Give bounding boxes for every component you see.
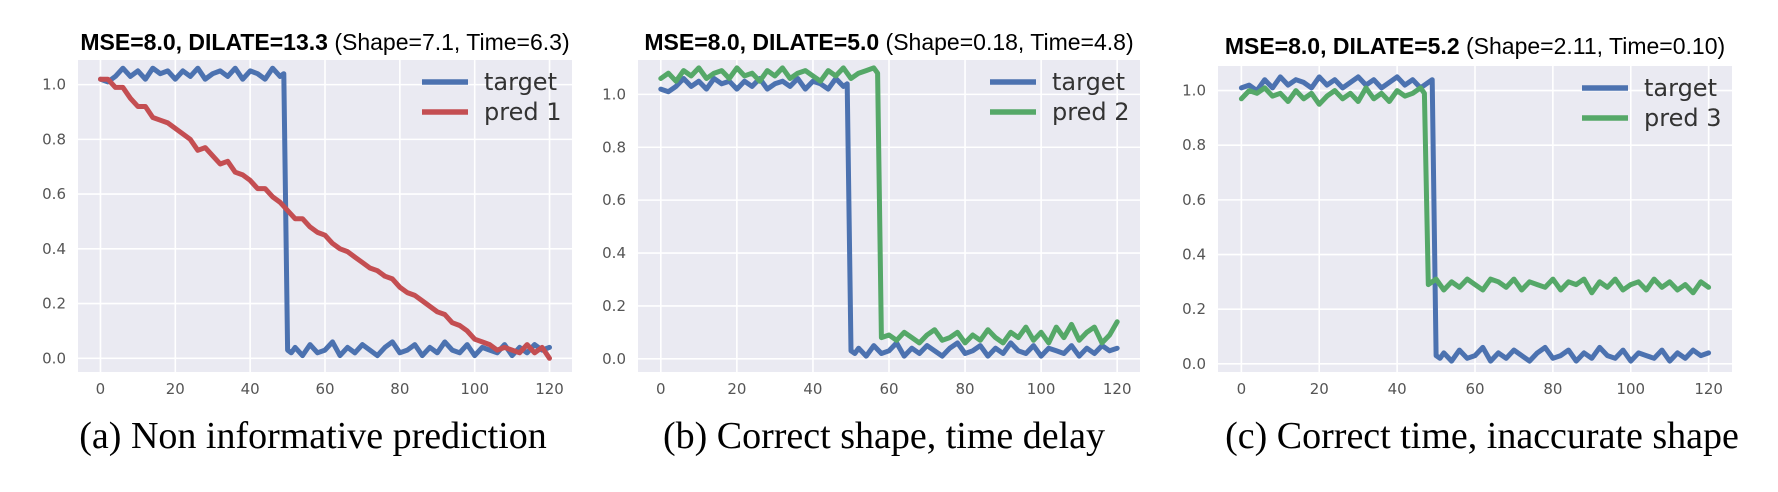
x-tick-label: 120 (1103, 380, 1132, 398)
series-line-pred-3 (1238, 85, 1712, 296)
y-tick-label: 0.2 (42, 295, 66, 313)
legend-label: target (1052, 68, 1125, 96)
x-tick-label: 20 (166, 380, 185, 398)
x-tick-label: 80 (1543, 380, 1562, 398)
y-tick-label: 0.0 (42, 349, 66, 367)
x-tick-label: 80 (956, 380, 975, 398)
title-breakdown: (Shape=7.1, Time=6.3) (328, 29, 570, 55)
x-tick-label: 100 (460, 380, 489, 398)
gridlines (78, 60, 572, 372)
x-tick-label: 100 (1027, 380, 1056, 398)
x-tick-label: 100 (1616, 380, 1645, 398)
x-tick-label: 120 (535, 380, 564, 398)
y-tick-label: 0.8 (602, 138, 626, 156)
x-tick-label: 40 (241, 380, 260, 398)
title-metrics: MSE=8.0, DILATE=5.2 (1225, 33, 1460, 59)
x-tick-label: 120 (1694, 380, 1723, 398)
y-tick-label: 0.0 (1182, 355, 1206, 373)
series-line-target (1238, 74, 1712, 364)
title-breakdown: (Shape=2.11, Time=0.10) (1460, 33, 1726, 59)
x-tick-label: 20 (1310, 380, 1329, 398)
y-tick-label: 0.4 (42, 240, 66, 258)
x-tick-label: 40 (1388, 380, 1407, 398)
chart-title: MSE=8.0, DILATE=13.3 (Shape=7.1, Time=6.… (80, 29, 569, 55)
y-tick-label: 0.6 (42, 185, 66, 203)
gridlines (638, 60, 1140, 372)
x-tick-label: 40 (803, 380, 822, 398)
legend-label: pred 2 (1052, 98, 1129, 126)
series-line-pred-1 (98, 76, 552, 361)
y-tick-label: 0.4 (1182, 246, 1206, 264)
legend-label: pred 3 (1644, 104, 1721, 132)
y-tick-label: 1.0 (42, 76, 66, 94)
chart-title: MSE=8.0, DILATE=5.2 (Shape=2.11, Time=0.… (1225, 33, 1725, 59)
chart-caption: (b) Correct shape, time delay (663, 415, 1105, 457)
y-tick-label: 1.0 (1182, 82, 1206, 100)
y-tick-label: 0.6 (602, 191, 626, 209)
chart-title: MSE=8.0, DILATE=5.0 (Shape=0.18, Time=4.… (644, 29, 1133, 55)
x-tick-label: 20 (727, 380, 746, 398)
series-line-target (658, 76, 1120, 359)
legend-label: target (1644, 74, 1717, 102)
y-tick-label: 0.4 (602, 244, 626, 262)
x-tick-label: 0 (656, 380, 666, 398)
x-tick-label: 60 (315, 380, 334, 398)
y-tick-label: 0.2 (1182, 300, 1206, 318)
chart-a: 0 20 40 60 80 100 120 0.0 0.2 0.4 0.6 0.8 1.0 targetp… (42, 29, 572, 457)
chart-c: 0 20 40 60 80 100 120 0.0 0.2 0.4 0.6 0.8 1.0 targetp… (1182, 33, 1739, 457)
series-line-pred-2 (658, 65, 1120, 346)
x-tick-label: 80 (390, 380, 409, 398)
y-tick-label: 0.2 (602, 297, 626, 315)
x-tick-label: 0 (96, 380, 106, 398)
chart-caption: (c) Correct time, inaccurate shape (1225, 415, 1739, 457)
y-tick-label: 0.8 (42, 130, 66, 148)
x-tick-label: 60 (1465, 380, 1484, 398)
chart-caption: (a) Non informative prediction (79, 415, 546, 457)
chart-b: 0 20 40 60 80 100 120 0.0 0.2 0.4 0.6 0.8 1.0 targetp… (602, 29, 1140, 457)
series-line-target (98, 65, 552, 359)
y-tick-label: 1.0 (602, 85, 626, 103)
y-tick-label: 0.0 (602, 350, 626, 368)
title-metrics: MSE=8.0, DILATE=5.0 (644, 29, 879, 55)
legend-label: target (484, 68, 557, 96)
x-tick-label: 60 (879, 380, 898, 398)
y-tick-label: 0.6 (1182, 191, 1206, 209)
title-breakdown: (Shape=0.18, Time=4.8) (879, 29, 1133, 55)
title-metrics: MSE=8.0, DILATE=13.3 (80, 29, 328, 55)
y-tick-label: 0.8 (1182, 136, 1206, 154)
legend-label: pred 1 (484, 98, 561, 126)
x-tick-label: 0 (1237, 380, 1247, 398)
gridlines (1218, 66, 1732, 372)
